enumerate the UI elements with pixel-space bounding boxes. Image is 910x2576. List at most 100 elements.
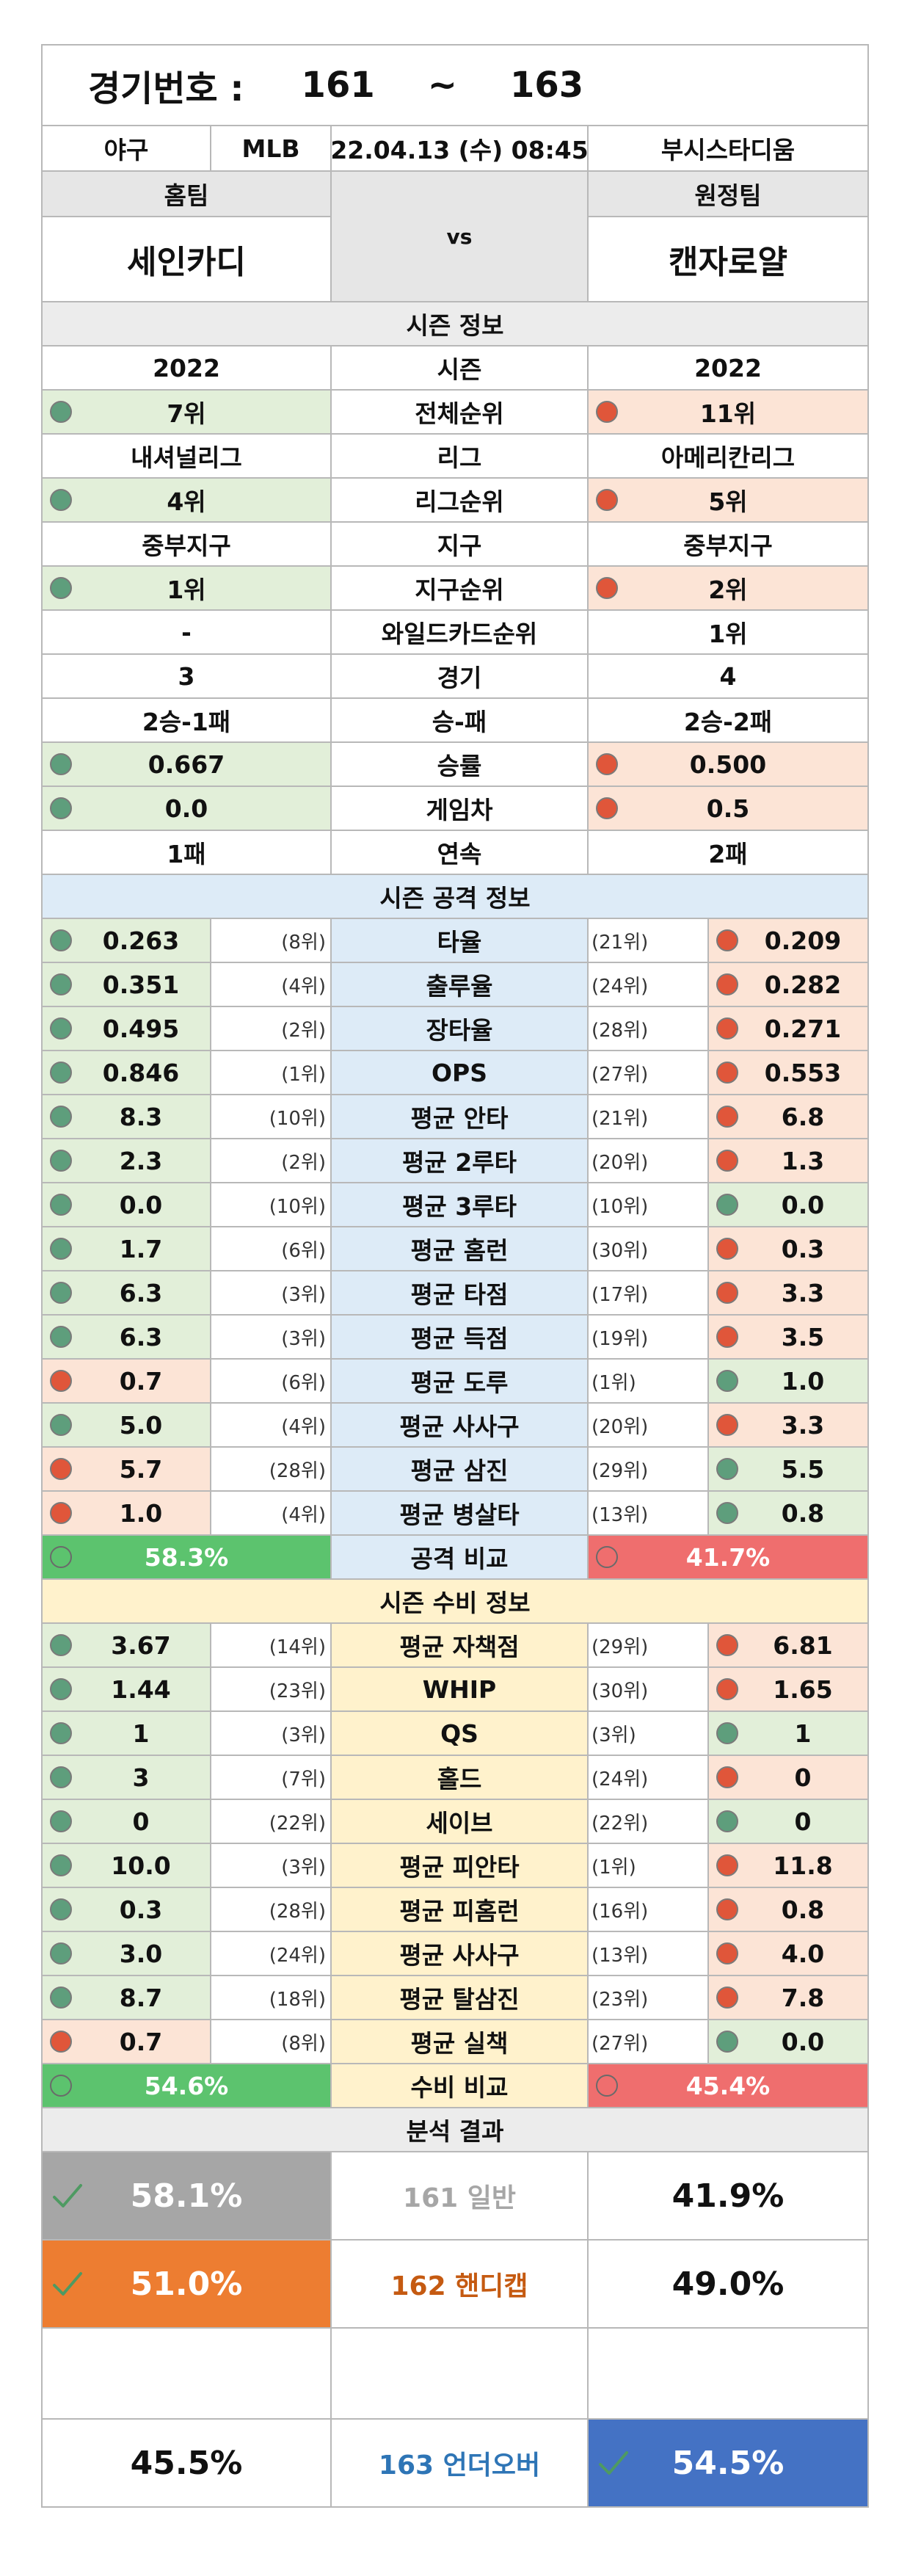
- offense-away-value: 6.8: [709, 1095, 869, 1139]
- analysis-spacer: [41, 2329, 869, 2420]
- offense-row: 5.7 (28위) 평균 삼진 (29위) 5.5: [41, 1448, 869, 1492]
- red-dot-icon: [716, 1326, 738, 1348]
- start-number: 161: [301, 65, 375, 106]
- red-dot-icon: [716, 1150, 738, 1172]
- red-dot-icon: [716, 1942, 738, 1964]
- green-dot-icon: [50, 1722, 72, 1744]
- red-dot-icon: [716, 1282, 738, 1304]
- defense-row: 0.7 (8위) 평균 실책 (27위) 0.0: [41, 2020, 869, 2064]
- vs-label: vs: [332, 172, 589, 302]
- green-dot-icon: [50, 1810, 72, 1832]
- away-label: 원정팀: [589, 172, 869, 217]
- season-away-value: 2위: [589, 567, 869, 611]
- offense-away-value: 0.553: [709, 1051, 869, 1095]
- defense-compare-away: 45.4%: [589, 2064, 869, 2108]
- season-away-value: 0.500: [589, 743, 869, 787]
- season-row: 0.0 게임차 0.5: [41, 787, 869, 831]
- offense-away-value: 1.0: [709, 1360, 869, 1404]
- green-dot-icon: [716, 1502, 738, 1524]
- defense-away-value: 1: [709, 1712, 869, 1756]
- offense-home-value: 0.0: [41, 1183, 211, 1227]
- title-row: 경기번호 : 161 ~163: [41, 44, 869, 126]
- defense-away-rank: (22위): [589, 1800, 709, 1844]
- green-dot-icon: [50, 1326, 72, 1348]
- season-away-value: 중부지구: [589, 523, 869, 567]
- season-label: 시즌: [332, 347, 589, 391]
- offense-home-value: 1.0: [41, 1492, 211, 1536]
- red-dot-icon: [716, 973, 738, 995]
- offense-row: 6.3 (3위) 평균 타점 (17위) 3.3: [41, 1271, 869, 1316]
- defense-away-rank: (1위): [589, 1844, 709, 1888]
- season-home-value: 중부지구: [41, 523, 332, 567]
- offense-away-value: 5.5: [709, 1448, 869, 1492]
- season-row: 0.667 승률 0.500: [41, 743, 869, 787]
- offense-label: 타율: [332, 919, 589, 963]
- green-dot-icon: [50, 489, 72, 511]
- tilde: ~: [427, 65, 457, 106]
- offense-label: 평균 사사구: [332, 1404, 589, 1448]
- red-dot-icon: [716, 1017, 738, 1040]
- season-label: 리그: [332, 435, 589, 479]
- defense-home-value: 3.0: [41, 1932, 211, 1976]
- red-dot-icon: [716, 1987, 738, 2009]
- green-dot-icon: [50, 1414, 72, 1436]
- defense-away-rank: (30위): [589, 1668, 709, 1712]
- end-number: 163: [509, 65, 584, 106]
- check-icon: [53, 2272, 82, 2296]
- season-label: 승률: [332, 743, 589, 787]
- offense-away-rank: (20위): [589, 1404, 709, 1448]
- title-cell: 경기번호 : 161 ~163: [41, 44, 869, 126]
- season-home-value: 3: [41, 655, 332, 699]
- analysis-away-pct: 49.0%: [589, 2241, 869, 2329]
- season-away-value: 아메리칸리그: [589, 435, 869, 479]
- offense-row: 0.495 (2위) 장타율 (28위) 0.271: [41, 1007, 869, 1051]
- offense-away-rank: (20위): [589, 1139, 709, 1183]
- offense-away-value: 0.3: [709, 1227, 869, 1271]
- offense-row: 0.351 (4위) 출루율 (24위) 0.282: [41, 963, 869, 1007]
- title-label: 경기번호 :: [88, 68, 244, 109]
- offense-row: 5.0 (4위) 평균 사사구 (20위) 3.3: [41, 1404, 869, 1448]
- green-dot-icon: [716, 1810, 738, 1832]
- red-dot-icon: [716, 1678, 738, 1700]
- defense-away-value: 4.0: [709, 1932, 869, 1976]
- defense-row: 1.44 (23위) WHIP (30위) 1.65: [41, 1668, 869, 1712]
- offense-label: 평균 삼진: [332, 1448, 589, 1492]
- defense-home-value: 0: [41, 1800, 211, 1844]
- defense-row: 3 (7위) 홀드 (24위) 0: [41, 1756, 869, 1800]
- offense-row: 0.263 (8위) 타율 (21위) 0.209: [41, 919, 869, 963]
- season-row: 3 경기 4: [41, 655, 869, 699]
- defense-home-rank: (24위): [211, 1932, 332, 1976]
- offense-away-value: 0.282: [709, 963, 869, 1007]
- red-dot-icon: [716, 1766, 738, 1788]
- defense-label: 평균 실책: [332, 2020, 589, 2064]
- offense-compare-home: 58.3%: [41, 1536, 332, 1580]
- season-info-header: 시즌 정보: [41, 302, 869, 347]
- defense-home-rank: (18위): [211, 1976, 332, 2020]
- season-home-value: 0.667: [41, 743, 332, 787]
- defense-row: 0.3 (28위) 평균 피홈런 (16위) 0.8: [41, 1888, 869, 1932]
- analysis-row: 45.5% 163 언더오버 54.5%: [41, 2420, 869, 2508]
- season-away-value: 0.5: [589, 787, 869, 831]
- defense-away-rank: (3위): [589, 1712, 709, 1756]
- defense-label: 평균 피안타: [332, 1844, 589, 1888]
- check-icon: [53, 2184, 82, 2207]
- analysis-home-pct: 58.1%: [41, 2152, 332, 2241]
- green-dot-icon: [716, 1370, 738, 1392]
- defense-away-rank: (29위): [589, 1624, 709, 1668]
- red-dot-icon: [50, 1502, 72, 1524]
- red-dot-icon: [716, 1238, 738, 1260]
- season-row: 4위 리그순위 5위: [41, 479, 869, 523]
- defense-compare-label: 수비 비교: [332, 2064, 589, 2108]
- defense-info-header-title: 시즌 수비 정보: [41, 1580, 869, 1624]
- offense-away-value: 1.3: [709, 1139, 869, 1183]
- green-dot-icon: [50, 1678, 72, 1700]
- season-label: 리그순위: [332, 479, 589, 523]
- green-dot-icon: [50, 1194, 72, 1216]
- red-dot-icon: [716, 1414, 738, 1436]
- away-team-name: 캔자로얄: [589, 217, 869, 302]
- season-away-value: 2승-2패: [589, 699, 869, 743]
- sport-cell: 야구: [41, 126, 211, 172]
- offense-away-rank: (27위): [589, 1051, 709, 1095]
- offense-row: 0.846 (1위) OPS (27위) 0.553: [41, 1051, 869, 1095]
- season-away-value: 5위: [589, 479, 869, 523]
